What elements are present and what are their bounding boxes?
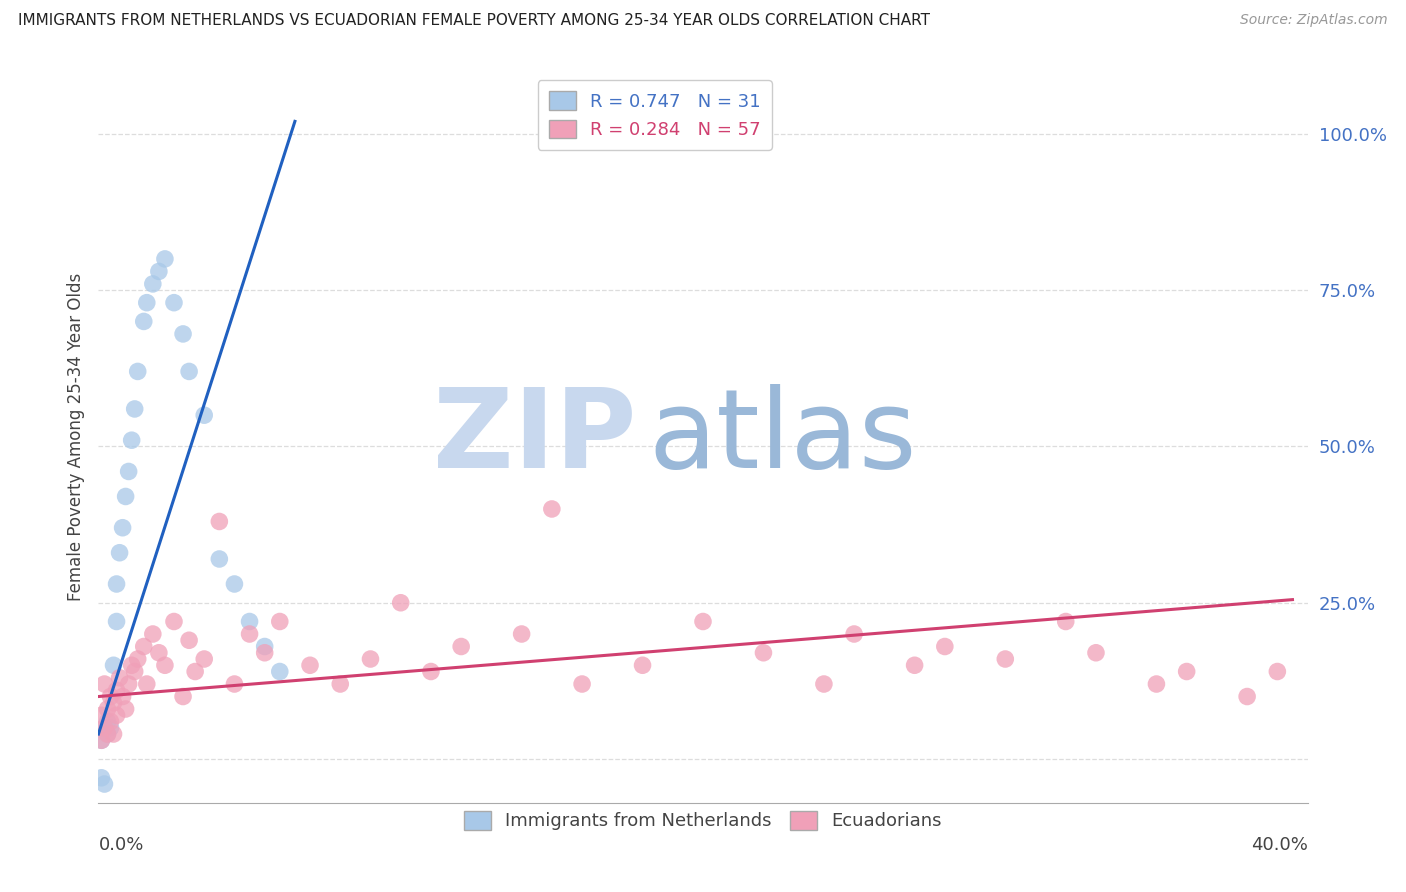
Text: atlas: atlas xyxy=(648,384,917,491)
Point xyxy=(90,733,112,747)
Point xyxy=(105,615,128,629)
Point xyxy=(153,658,176,673)
Point xyxy=(450,640,472,654)
Point xyxy=(96,727,118,741)
Point xyxy=(100,721,122,735)
Point xyxy=(994,652,1017,666)
Point xyxy=(571,677,593,691)
Text: IMMIGRANTS FROM NETHERLANDS VS ECUADORIAN FEMALE POVERTY AMONG 25-34 YEAR OLDS C: IMMIGRANTS FROM NETHERLANDS VS ECUADORIA… xyxy=(18,13,931,29)
Point xyxy=(111,521,134,535)
Point xyxy=(299,658,322,673)
Point xyxy=(208,515,231,529)
Point xyxy=(1144,677,1167,691)
Point xyxy=(127,364,149,378)
Point xyxy=(96,714,118,729)
Point xyxy=(148,646,170,660)
Point xyxy=(105,577,128,591)
Text: 40.0%: 40.0% xyxy=(1251,836,1308,854)
Point xyxy=(179,633,201,648)
Point xyxy=(148,264,170,278)
Point xyxy=(90,771,112,785)
Point xyxy=(90,733,112,747)
Point xyxy=(100,714,122,729)
Point xyxy=(389,596,412,610)
Point xyxy=(540,502,562,516)
Point xyxy=(114,702,136,716)
Point xyxy=(93,777,115,791)
Point xyxy=(142,277,165,291)
Point xyxy=(253,640,276,654)
Point xyxy=(121,434,143,448)
Point xyxy=(142,627,165,641)
Point xyxy=(510,627,533,641)
Legend: Immigrants from Netherlands, Ecuadorians: Immigrants from Netherlands, Ecuadorians xyxy=(457,804,949,838)
Point xyxy=(179,364,201,378)
Point xyxy=(124,401,146,416)
Point xyxy=(124,665,146,679)
Point xyxy=(114,490,136,504)
Point xyxy=(224,677,246,691)
Point xyxy=(93,677,115,691)
Point xyxy=(163,295,186,310)
Point xyxy=(208,552,231,566)
Point xyxy=(631,658,654,673)
Point xyxy=(360,652,382,666)
Point xyxy=(253,646,276,660)
Point xyxy=(193,408,215,422)
Y-axis label: Female Poverty Among 25-34 Year Olds: Female Poverty Among 25-34 Year Olds xyxy=(66,273,84,601)
Point xyxy=(103,696,125,710)
Point xyxy=(904,658,927,673)
Point xyxy=(184,665,207,679)
Point xyxy=(1175,665,1198,679)
Point xyxy=(105,708,128,723)
Point xyxy=(239,627,262,641)
Point xyxy=(96,702,118,716)
Point xyxy=(100,690,122,704)
Point xyxy=(108,671,131,685)
Text: ZIP: ZIP xyxy=(433,384,637,491)
Point xyxy=(269,665,291,679)
Point xyxy=(1054,615,1077,629)
Point xyxy=(103,658,125,673)
Point xyxy=(105,683,128,698)
Point xyxy=(224,577,246,591)
Point xyxy=(172,690,194,704)
Point xyxy=(111,690,134,704)
Point xyxy=(132,314,155,328)
Point xyxy=(163,615,186,629)
Point xyxy=(132,640,155,654)
Point xyxy=(934,640,956,654)
Point xyxy=(90,708,112,723)
Point xyxy=(93,721,115,735)
Point xyxy=(96,727,118,741)
Point xyxy=(269,615,291,629)
Point xyxy=(844,627,866,641)
Point xyxy=(1267,665,1289,679)
Point xyxy=(153,252,176,266)
Point xyxy=(1236,690,1258,704)
Point xyxy=(127,652,149,666)
Point xyxy=(420,665,443,679)
Point xyxy=(692,615,714,629)
Text: Source: ZipAtlas.com: Source: ZipAtlas.com xyxy=(1240,13,1388,28)
Point xyxy=(108,546,131,560)
Point xyxy=(118,465,141,479)
Point xyxy=(172,326,194,341)
Text: 0.0%: 0.0% xyxy=(98,836,143,854)
Point xyxy=(103,727,125,741)
Point xyxy=(329,677,352,691)
Point xyxy=(193,652,215,666)
Point xyxy=(1085,646,1108,660)
Point xyxy=(239,615,262,629)
Point xyxy=(135,677,157,691)
Point xyxy=(752,646,775,660)
Point xyxy=(118,677,141,691)
Point xyxy=(135,295,157,310)
Point xyxy=(93,721,115,735)
Point xyxy=(813,677,835,691)
Point xyxy=(121,658,143,673)
